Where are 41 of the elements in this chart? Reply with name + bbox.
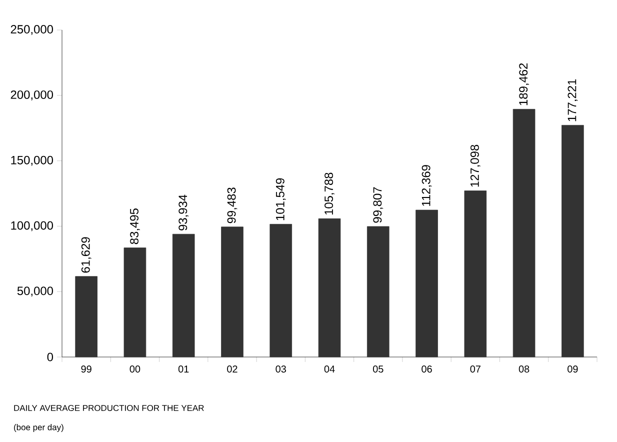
y-tick-label: 100,000 [11, 221, 54, 232]
data-label: 112,369 [422, 165, 432, 206]
x-tick-label: 05 [372, 366, 384, 373]
x-tick-label: 01 [178, 366, 189, 373]
bar [464, 190, 487, 358]
y-tick-label: 150,000 [11, 156, 54, 166]
bar [221, 226, 244, 358]
bar [75, 276, 98, 358]
x-tick-label: 04 [324, 366, 335, 373]
bar [416, 210, 438, 358]
x-tick-label: 09 [568, 366, 578, 373]
text: (boe per day) [14, 424, 64, 432]
x-tick-label: 00 [130, 366, 140, 373]
data-label: 189,462 [519, 63, 529, 106]
x-tick-label: 02 [227, 366, 238, 373]
bar [270, 224, 292, 358]
bar [562, 124, 584, 358]
x-tick-label: 99 [81, 366, 92, 373]
bar [318, 218, 341, 358]
data-label: 61,629 [81, 237, 92, 273]
data-label: 83,495 [130, 208, 140, 244]
data-label: 99,483 [227, 188, 238, 224]
data-label: 177,221 [568, 79, 578, 122]
data-label: 99,807 [373, 187, 384, 223]
bar [124, 248, 146, 358]
bar [172, 234, 195, 358]
y-tick-label: 0 [47, 352, 54, 362]
data-label: 127,098 [470, 144, 480, 187]
x-tick-label: 08 [518, 366, 530, 373]
y-tick-label: 50,000 [17, 286, 54, 297]
data-label: 105,788 [324, 172, 334, 215]
x-tick-label: 03 [276, 366, 286, 373]
x-axis-title: DAILY AVERAGE PRODUCTION FOR THE YEAR [14, 405, 204, 411]
bar [512, 108, 536, 358]
x-tick-label: 06 [422, 366, 432, 373]
bar [366, 226, 390, 358]
x-tick-label: 07 [470, 366, 480, 373]
y-tick-label: 250,000 [10, 25, 54, 35]
y-tick-label: 200,000 [10, 90, 54, 100]
data-label: 101,549 [276, 178, 286, 220]
data-label: 93,934 [178, 194, 189, 230]
